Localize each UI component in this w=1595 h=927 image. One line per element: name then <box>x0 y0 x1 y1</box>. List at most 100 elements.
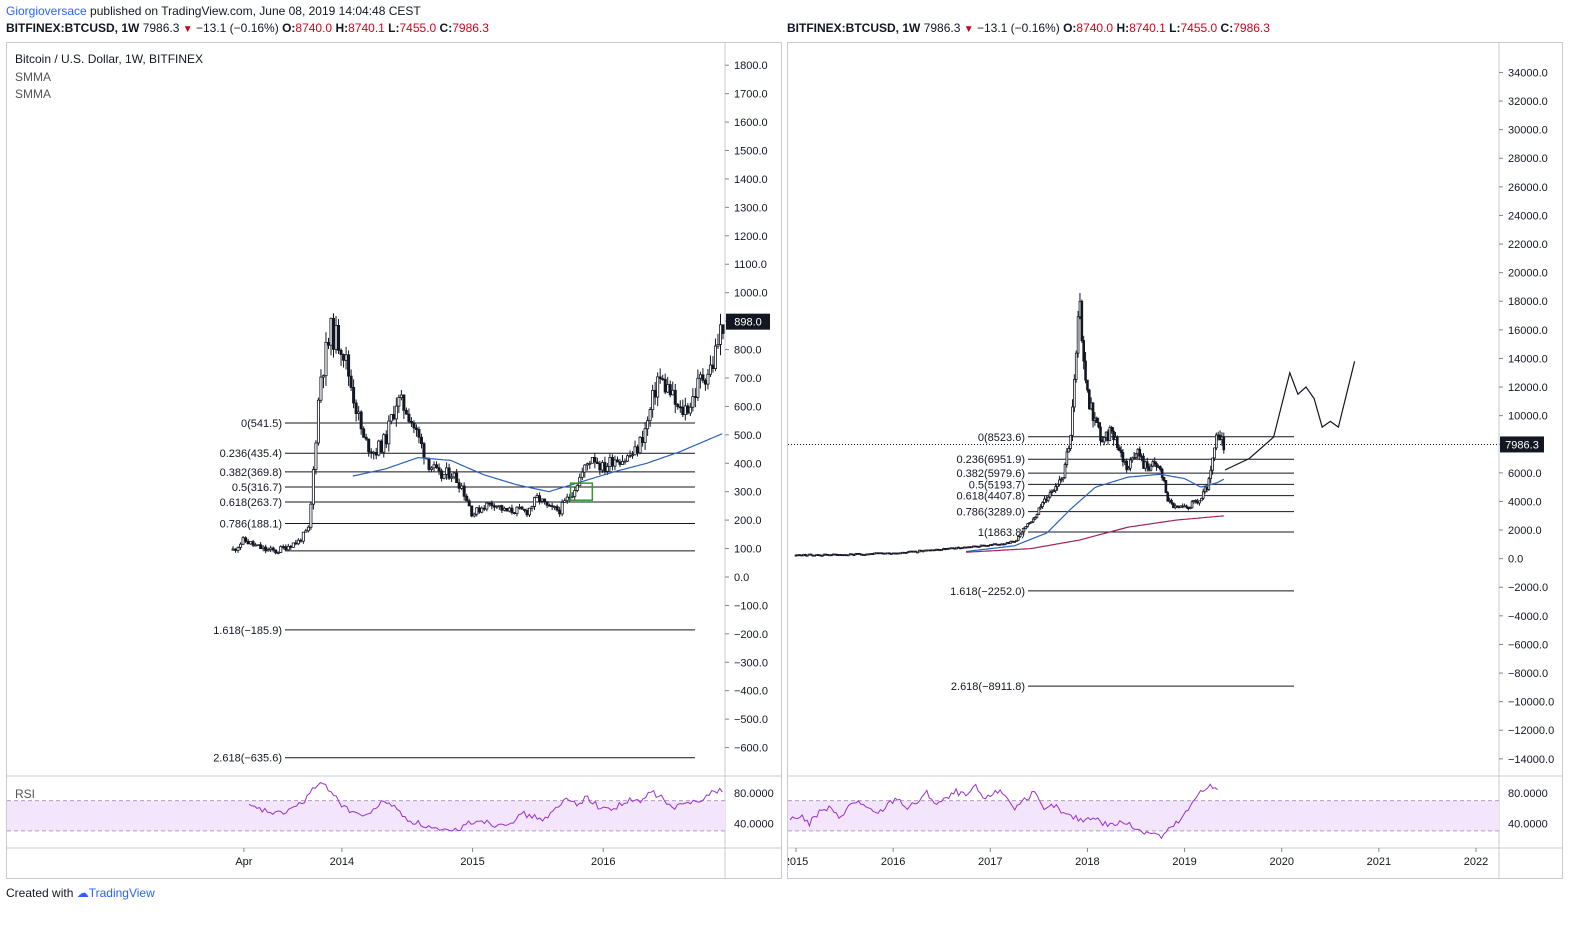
rsi-tick-label: 80.0000 <box>734 788 774 800</box>
candle-body <box>387 420 391 445</box>
price-tick-label: 6000.0 <box>1508 468 1542 480</box>
candle-body <box>492 505 496 508</box>
author-link[interactable]: Giorgioversace <box>6 4 87 18</box>
candle-body <box>1112 430 1115 441</box>
candle-body <box>847 554 850 557</box>
price-tick-label: −8000.0 <box>1508 668 1548 680</box>
price-tick-label: 1600.0 <box>734 117 768 129</box>
time-tick-label: 2014 <box>330 856 354 868</box>
candle-body <box>528 507 532 516</box>
candle-body <box>359 411 363 430</box>
candle-body <box>525 509 529 516</box>
rsi-tick-label: 80.0000 <box>1508 788 1548 800</box>
publish-header: Giorgioversace published on TradingView.… <box>6 4 421 18</box>
candle-body <box>1037 507 1041 515</box>
candle-body <box>490 502 494 507</box>
candle-body <box>708 364 712 375</box>
candle-body <box>605 466 609 472</box>
candle-body <box>427 458 431 470</box>
price-change: −13.1 (−0.16%) <box>976 21 1060 35</box>
candle-body <box>352 387 356 404</box>
candle-body <box>505 507 509 512</box>
candle-body <box>1155 463 1158 468</box>
candle-body <box>389 414 393 422</box>
fib-level-label: 0.236(6951.9) <box>957 454 1026 466</box>
candle-body <box>502 507 506 511</box>
price-tick-label: 1100.0 <box>734 259 767 271</box>
candle-body <box>585 463 589 466</box>
candle-body <box>1119 449 1123 453</box>
candle-body <box>1031 518 1035 523</box>
candle-body <box>419 436 423 444</box>
candle-body <box>384 434 388 445</box>
candle-body <box>706 373 710 385</box>
right-chart-panel[interactable]: 34000.0 32000.0 30000.0 28000.0 26000.0 24000… <box>784 42 1563 879</box>
candle-body <box>646 420 650 430</box>
candle-body <box>1026 523 1029 527</box>
candle-body <box>553 506 557 509</box>
candle-body <box>412 422 416 429</box>
candle-body <box>234 548 238 551</box>
left-chart-svg[interactable]: 1800.0 1700.0 1600.0 1500.0 1400.0 1300.0 1200… <box>7 43 781 878</box>
tradingview-brand[interactable]: TradingView <box>88 886 155 900</box>
rsi-line <box>789 783 1218 840</box>
fib-level-label: 0(541.5) <box>241 418 282 430</box>
candle-body <box>916 551 919 554</box>
price-tick-label: −600.0 <box>734 743 768 755</box>
candle-body <box>1087 389 1091 410</box>
price-tick-label: 22000.0 <box>1508 239 1548 251</box>
rsi-band <box>788 800 1499 831</box>
candle-body <box>497 505 501 508</box>
candle-body <box>261 546 265 550</box>
price-tick-label: 20000.0 <box>1508 268 1548 280</box>
candle-body <box>1166 492 1170 502</box>
candle-body <box>522 508 526 511</box>
candle-body <box>703 380 707 385</box>
candle-body <box>545 501 549 506</box>
candle-body <box>1200 498 1203 502</box>
candle-body <box>362 428 366 438</box>
candle-body <box>1059 478 1063 481</box>
candle-body <box>515 506 519 514</box>
right-chart-svg[interactable]: 34000.0 32000.0 30000.0 28000.0 26000.0 24000… <box>784 43 1562 878</box>
fib-level-label: 1.618(−185.9) <box>213 625 282 637</box>
candle-body <box>495 505 499 508</box>
left-chart-panel[interactable]: 1800.0 1700.0 1600.0 1500.0 1400.0 1300.0 1200… <box>6 42 782 879</box>
candle-body <box>472 513 476 517</box>
candle-body <box>560 501 564 515</box>
fib-level-label: 0.618(4407.8) <box>957 491 1026 503</box>
fib-level-label: 0.236(435.4) <box>220 448 282 460</box>
down-triangle-icon: ▼ <box>182 24 193 35</box>
candle-body <box>455 472 459 484</box>
price-tick-label: 18000.0 <box>1508 296 1548 308</box>
symbol-name: BITFINEX:BTCUSD, 1W <box>6 21 140 35</box>
candle-body <box>1164 480 1168 494</box>
price-tick-label: −10000.0 <box>1508 697 1554 709</box>
close-label: C: <box>1220 21 1234 35</box>
time-tick-label: Apr <box>235 856 252 868</box>
price-tick-label: 100.0 <box>734 544 762 556</box>
candle-body <box>279 546 283 553</box>
fib-level-label: 0.5(316.7) <box>232 482 282 494</box>
candle-body <box>648 409 652 422</box>
fib-level-label: 0.786(188.1) <box>220 519 282 531</box>
candle-body <box>1069 434 1072 449</box>
candle-body <box>392 414 396 420</box>
candle-body <box>299 539 303 542</box>
tradingview-logo-icon[interactable]: ☁ <box>76 886 89 900</box>
candle-body <box>628 455 632 458</box>
candle-body <box>1003 543 1007 546</box>
candle-body <box>239 543 243 548</box>
candle-body <box>713 345 717 370</box>
candle-body <box>593 457 597 463</box>
candle-body <box>671 389 675 396</box>
candle-body <box>339 349 343 355</box>
candle-body <box>357 411 361 414</box>
close-label: C: <box>439 21 453 35</box>
candle-body <box>580 471 584 478</box>
candle-body <box>718 324 722 345</box>
created-with-text: Created with <box>6 886 74 900</box>
candle-body <box>372 451 376 454</box>
candle-body <box>1084 360 1087 381</box>
close-value: 7986.3 <box>1233 21 1270 35</box>
